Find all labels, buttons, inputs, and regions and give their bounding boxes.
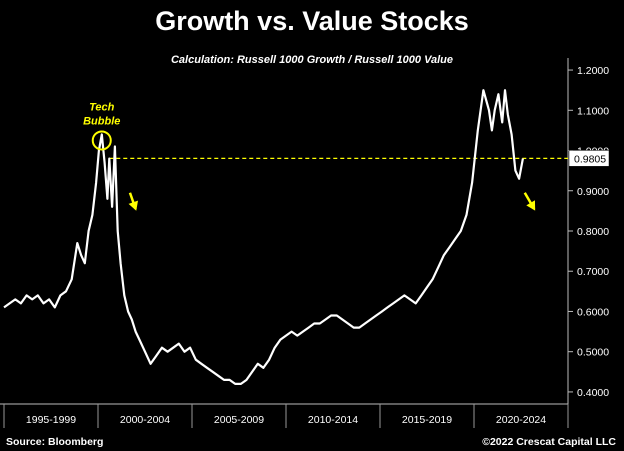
x-tick-label: 2010-2014	[308, 414, 358, 426]
chart-subtitle: Calculation: Russell 1000 Growth / Russe…	[170, 54, 454, 66]
x-tick-label: 2015-2019	[402, 414, 452, 426]
y-tick-label: 0.5000	[577, 347, 609, 359]
last-value-label: 0.9805	[574, 153, 606, 165]
y-axis: 0.40000.50000.60000.70000.80000.90001.00…	[567, 58, 609, 404]
y-tick-label: 0.9000	[577, 186, 609, 198]
tech-bubble-label: Bubble	[83, 115, 120, 127]
y-tick-label: 0.4000	[577, 387, 609, 399]
copyright-note: ©2022 Crescat Capital LLC	[482, 436, 616, 448]
x-axis: 1995-1999 2000-2004 2005-2009 2010-2014 2015…	[0, 403, 569, 428]
y-tick-label: 0.8000	[577, 226, 609, 238]
y-tick-label: 0.6000	[577, 306, 609, 318]
growth-value-ratio-line	[3, 89, 524, 385]
annotations: Tech Bubble	[83, 101, 536, 211]
last-value-marker: 0.9805	[568, 150, 610, 167]
source-note: Source: Bloomberg	[6, 436, 104, 448]
x-tick-label: 2000-2004	[120, 414, 170, 426]
tech-bubble-circle	[91, 130, 112, 151]
down-arrow-icon	[128, 192, 139, 211]
y-tick-label: 1.2000	[577, 65, 609, 77]
y-tick-label: 1.1000	[577, 105, 609, 117]
y-tick-label: 0.7000	[577, 266, 609, 278]
down-arrow-icon	[523, 192, 536, 211]
last-value-box	[568, 150, 610, 167]
arrow-head	[526, 200, 536, 211]
x-tick-label: 1995-1999	[26, 414, 76, 426]
tech-bubble-label: Tech	[89, 101, 115, 113]
arrow-head	[128, 200, 139, 211]
x-tick-label: 2020-2024	[496, 414, 546, 426]
chart-title: Growth vs. Value Stocks	[155, 6, 469, 36]
x-tick-label: 2005-2009	[214, 414, 264, 426]
